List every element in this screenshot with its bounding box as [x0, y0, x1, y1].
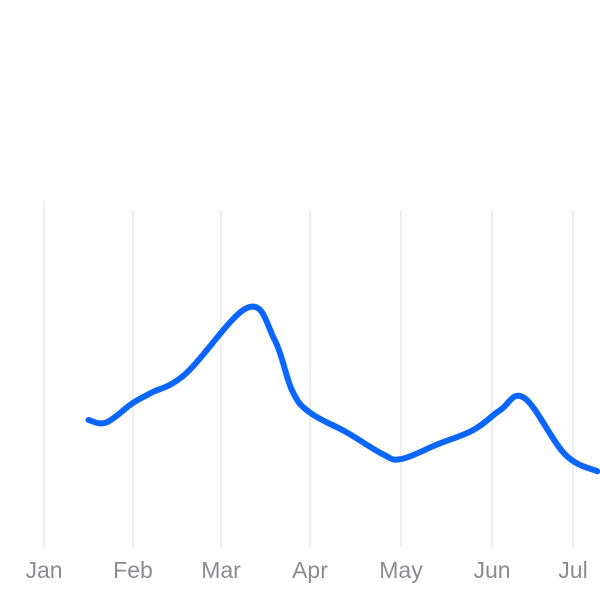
x-tick-label-jun: Jun — [473, 557, 510, 583]
x-tick-label-jul: Jul — [558, 557, 587, 583]
x-tick-label-mar: Mar — [201, 557, 241, 583]
series-layer — [85, 303, 600, 475]
series-line-0 — [85, 303, 600, 475]
grid-layer — [43, 201, 574, 547]
x-tick-label-apr: Apr — [292, 557, 328, 583]
x-tick-label-jan: Jan — [25, 557, 62, 583]
x-tick-label-feb: Feb — [113, 557, 153, 583]
x-tick-label-may: May — [379, 557, 423, 583]
x-axis-ticks: Jan Feb Mar Apr May Jun Jul — [25, 557, 587, 583]
